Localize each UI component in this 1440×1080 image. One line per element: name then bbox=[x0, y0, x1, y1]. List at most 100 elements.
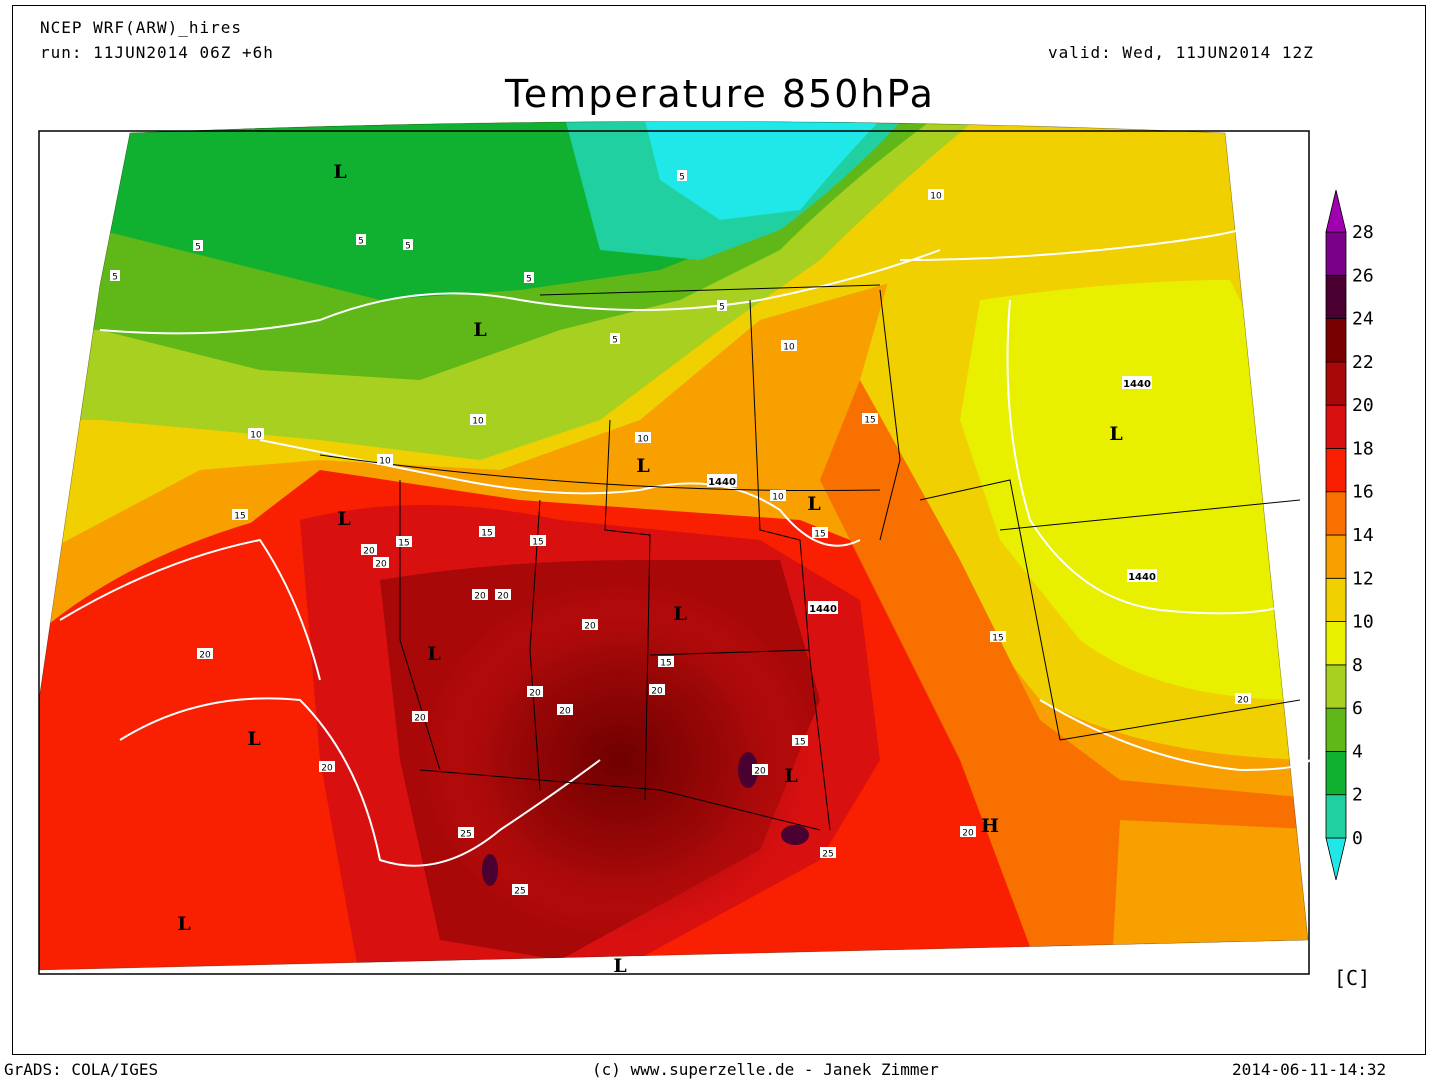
contour-label-box bbox=[960, 826, 976, 837]
contour-label-box bbox=[928, 189, 944, 200]
height-contour-labels: 1440 1440 1440 1440 bbox=[707, 376, 1157, 615]
contour-label-box bbox=[248, 428, 264, 439]
temperature-contour-label: 5 bbox=[358, 237, 364, 247]
low-pressure-marker: L bbox=[177, 913, 190, 935]
temperature-contour-label: 20 bbox=[754, 767, 766, 777]
contour-label-box bbox=[470, 414, 486, 425]
height-contour-label: 1440 bbox=[809, 604, 837, 615]
run-time: run: 11JUN2014 06Z +6h bbox=[40, 43, 274, 62]
temperature-contour-label: 5 bbox=[719, 303, 725, 313]
colorbar-swatch bbox=[1325, 318, 1347, 363]
colorbar-tick-label: 22 bbox=[1352, 352, 1374, 373]
contour-label-box bbox=[458, 827, 474, 838]
contour-label-box bbox=[373, 557, 389, 568]
temperature-contour-label: 10 bbox=[783, 343, 795, 353]
temperature-contour-label: 25 bbox=[822, 850, 833, 860]
contour-label-box bbox=[377, 454, 393, 465]
colorbar-tick-label: 4 bbox=[1352, 741, 1363, 762]
colorbar-swatch bbox=[1325, 361, 1347, 406]
colorbar-tick-label: 8 bbox=[1352, 655, 1363, 676]
low-pressure-marker: L bbox=[337, 508, 350, 530]
contour-label-box bbox=[820, 847, 836, 858]
temperature-contour-label: 20 bbox=[497, 592, 509, 602]
footer-software: GrADS: COLA/IGES bbox=[4, 1060, 159, 1079]
temperature-contour-label: 20 bbox=[529, 689, 541, 699]
colorbar-swatch bbox=[1325, 534, 1347, 579]
colorbar-tick-label: 26 bbox=[1352, 265, 1374, 286]
height-contour-label: 1440 bbox=[1123, 379, 1151, 390]
low-pressure-marker: L bbox=[1109, 423, 1122, 445]
contour-label-box bbox=[530, 535, 546, 546]
colorbar-swatch bbox=[1325, 491, 1347, 536]
colorbar-min-arrow bbox=[1325, 837, 1347, 881]
height-label-box bbox=[1122, 376, 1152, 389]
contour-label-box bbox=[527, 686, 543, 697]
temperature-contour-label: 15 bbox=[481, 529, 492, 539]
colorbar-swatch bbox=[1325, 794, 1347, 839]
temperature-contour-label: 5 bbox=[679, 173, 685, 183]
contour-label-box bbox=[781, 340, 797, 351]
colorbar-swatch bbox=[1325, 404, 1347, 449]
temperature-contour-label: 10 bbox=[379, 457, 391, 467]
colorbar-swatch bbox=[1325, 621, 1347, 666]
temperature-contour-label: 20 bbox=[375, 560, 387, 570]
temperature-contour-label: 20 bbox=[651, 687, 663, 697]
temperature-contour-label: 20 bbox=[559, 707, 571, 717]
contour-label-box bbox=[812, 527, 828, 538]
high-pressure-marker: H bbox=[981, 815, 999, 837]
contour-label-box bbox=[479, 526, 495, 537]
temperature-contour-label: 15 bbox=[992, 634, 1003, 644]
contour-label-box bbox=[770, 490, 786, 501]
low-pressure-marker: L bbox=[784, 765, 797, 787]
colorbar-swatch bbox=[1325, 448, 1347, 493]
contour-label-box bbox=[1235, 693, 1251, 704]
boundaries bbox=[319, 284, 1301, 831]
temperature-contour-label: 20 bbox=[1237, 696, 1249, 706]
contour-label-box bbox=[752, 764, 768, 775]
temperature-contour-label: 10 bbox=[930, 192, 942, 202]
colorbar-swatch bbox=[1325, 664, 1347, 709]
temperature-contour-label: 10 bbox=[472, 417, 484, 427]
contour-label-box bbox=[658, 656, 674, 667]
colorbar-tick-label: 2 bbox=[1352, 785, 1363, 806]
temperature-contour-label: 20 bbox=[474, 592, 486, 602]
colorbar-swatch bbox=[1325, 274, 1347, 319]
height-label-box bbox=[1127, 569, 1157, 582]
colorbar-swatch bbox=[1325, 231, 1347, 276]
contour-label-box bbox=[610, 333, 620, 344]
colorbar-tick-label: 20 bbox=[1352, 395, 1374, 416]
temperature-contour-label: 15 bbox=[532, 538, 543, 548]
temperature-contour-label: 25 bbox=[460, 830, 471, 840]
contour-label-box bbox=[582, 619, 598, 630]
colorbar-tick-label: 12 bbox=[1352, 568, 1374, 589]
low-pressure-marker: L bbox=[333, 161, 346, 183]
contour-label-box bbox=[524, 272, 534, 283]
contour-label-box bbox=[990, 631, 1006, 642]
colorbar-max-arrow bbox=[1325, 189, 1347, 233]
temperature-contour-label: 5 bbox=[405, 242, 411, 252]
colorbar-tick-label: 6 bbox=[1352, 698, 1363, 719]
colorbar-swatch bbox=[1325, 707, 1347, 752]
low-pressure-marker: L bbox=[636, 455, 649, 477]
temperature-contour-label: 10 bbox=[637, 435, 649, 445]
low-pressure-marker: L bbox=[807, 493, 820, 515]
contour-label-box bbox=[356, 234, 366, 245]
contour-label-box bbox=[792, 735, 808, 746]
colorbar-unit: [C] bbox=[1334, 966, 1371, 990]
temperature-contour-label: 15 bbox=[794, 738, 805, 748]
temperature-contour-label: 20 bbox=[199, 651, 211, 661]
temperature-contour-label: 20 bbox=[414, 714, 426, 724]
colorbar-tick-label: 28 bbox=[1352, 222, 1374, 243]
temperature-contour-label: 5 bbox=[526, 275, 532, 285]
temperature-contour-label: 5 bbox=[112, 273, 118, 283]
contour-label-box bbox=[557, 704, 573, 715]
contour-label-box bbox=[396, 536, 412, 547]
contour-label-box bbox=[717, 300, 727, 311]
contour-label-box bbox=[677, 170, 687, 181]
contour-label-box bbox=[193, 240, 203, 251]
height-contour-label: 1440 bbox=[708, 477, 736, 488]
temperature-contour-label: 5 bbox=[612, 336, 618, 346]
pressure-centers: L L L L L L L L L L L L H bbox=[177, 161, 1122, 977]
